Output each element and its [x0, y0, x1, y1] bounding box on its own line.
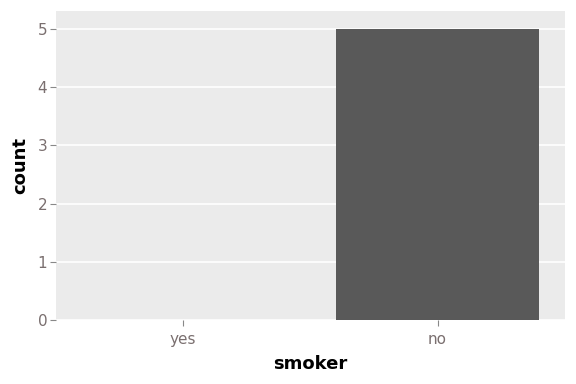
Y-axis label: count: count: [11, 137, 29, 194]
Bar: [336, 29, 539, 320]
X-axis label: smoker: smoker: [273, 355, 347, 373]
